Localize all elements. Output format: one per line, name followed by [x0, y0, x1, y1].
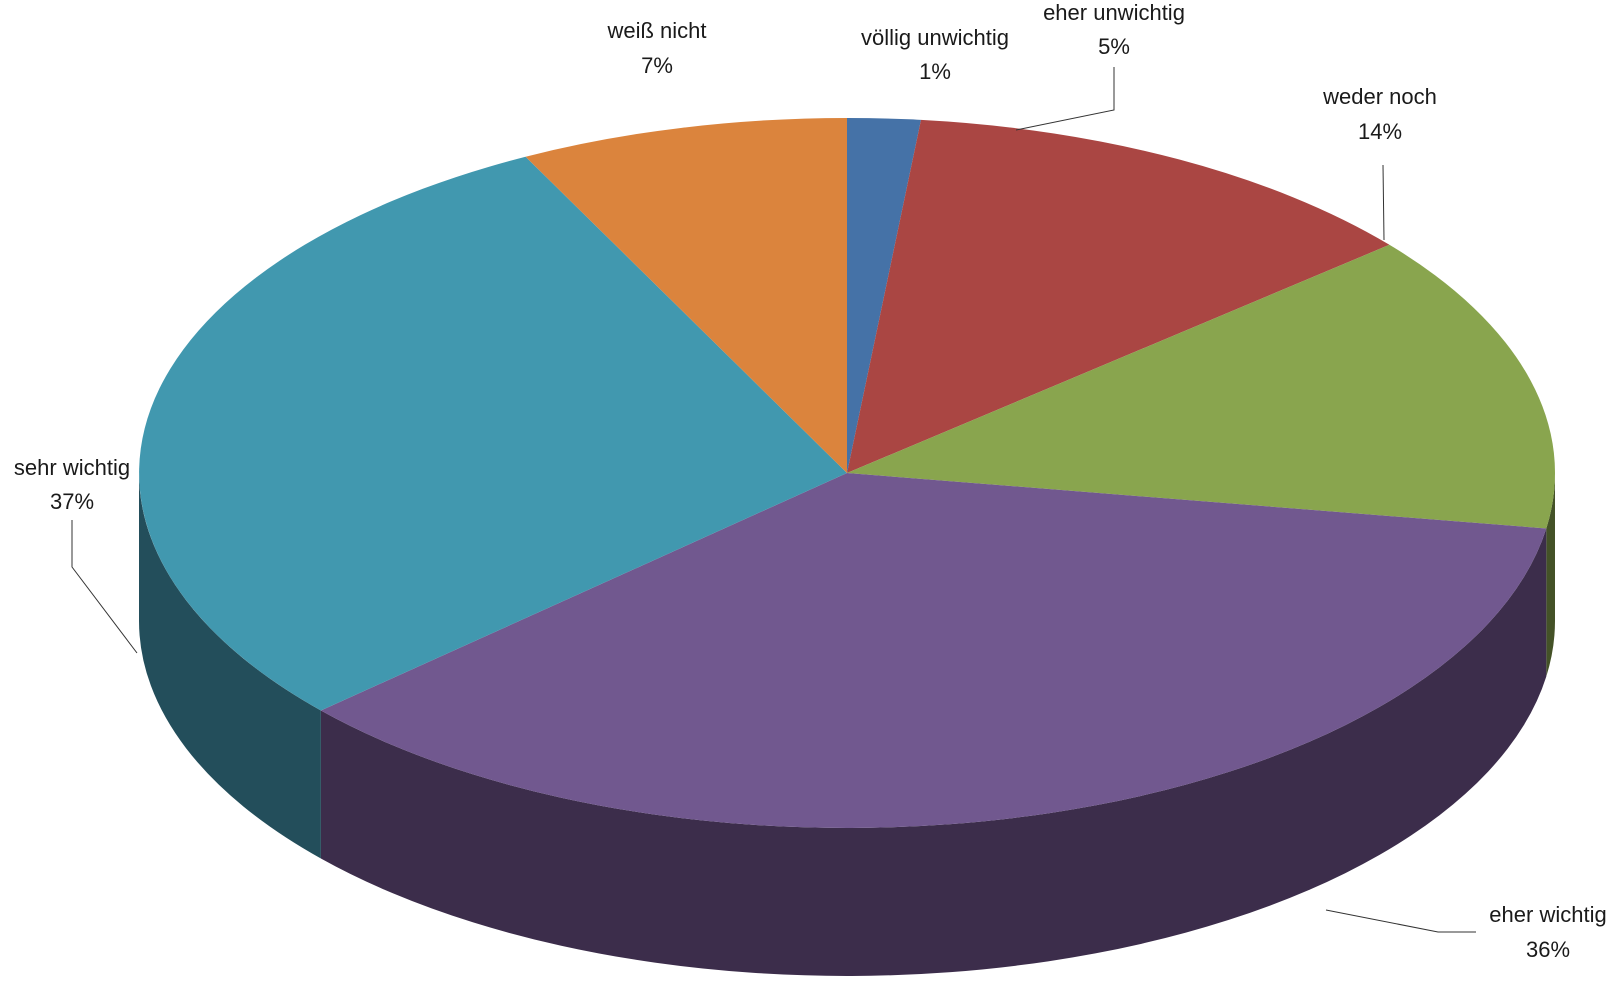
pie-side-eher-wichtig — [320, 528, 1547, 976]
label-eher-wichtig-value: 36% — [1526, 937, 1570, 962]
leader-line-eher-unwichtig — [1015, 67, 1115, 131]
label-weiss-nicht-value: 7% — [641, 53, 673, 78]
label-voellig-unwichtig-name: völlig unwichtig — [861, 25, 1009, 50]
label-eher-unwichtig-name: eher unwichtig — [1043, 0, 1185, 25]
label-eher-wichtig-name: eher wichtig — [1489, 902, 1606, 927]
pie-slice-eher-wichtig — [320, 473, 1547, 828]
pie-side-weder-noch — [1546, 473, 1556, 677]
label-weder-noch-name: weder noch — [1322, 84, 1437, 109]
pie-slice-sehr-wichtig — [139, 156, 847, 711]
pie-slice-eher-unwichtig — [847, 119, 1390, 474]
leader-line-eher-wichtig — [1325, 909, 1476, 933]
pie-slice-weiss-nicht — [525, 118, 847, 473]
label-eher-unwichtig-value: 5% — [1098, 34, 1130, 59]
label-voellig-unwichtig-value: 1% — [919, 59, 951, 84]
pie-slice-weder-noch — [847, 244, 1556, 529]
data-labels: völlig unwichtig 1% eher unwichtig 5% we… — [14, 0, 1607, 962]
pie-slice-voellig-unwichtig — [847, 117, 921, 473]
leader-lines — [71, 67, 1476, 933]
label-weiss-nicht-name: weiß nicht — [606, 18, 706, 43]
leader-line-weder-noch — [1382, 164, 1385, 241]
pie-side-walls — [139, 473, 1556, 976]
pie-side-sehr-wichtig — [139, 473, 321, 859]
label-sehr-wichtig-value: 37% — [50, 489, 94, 514]
label-sehr-wichtig-name: sehr wichtig — [14, 455, 130, 480]
leader-line-sehr-wichtig — [71, 520, 138, 654]
pie-slices — [139, 117, 1556, 828]
label-weder-noch-value: 14% — [1358, 119, 1402, 144]
